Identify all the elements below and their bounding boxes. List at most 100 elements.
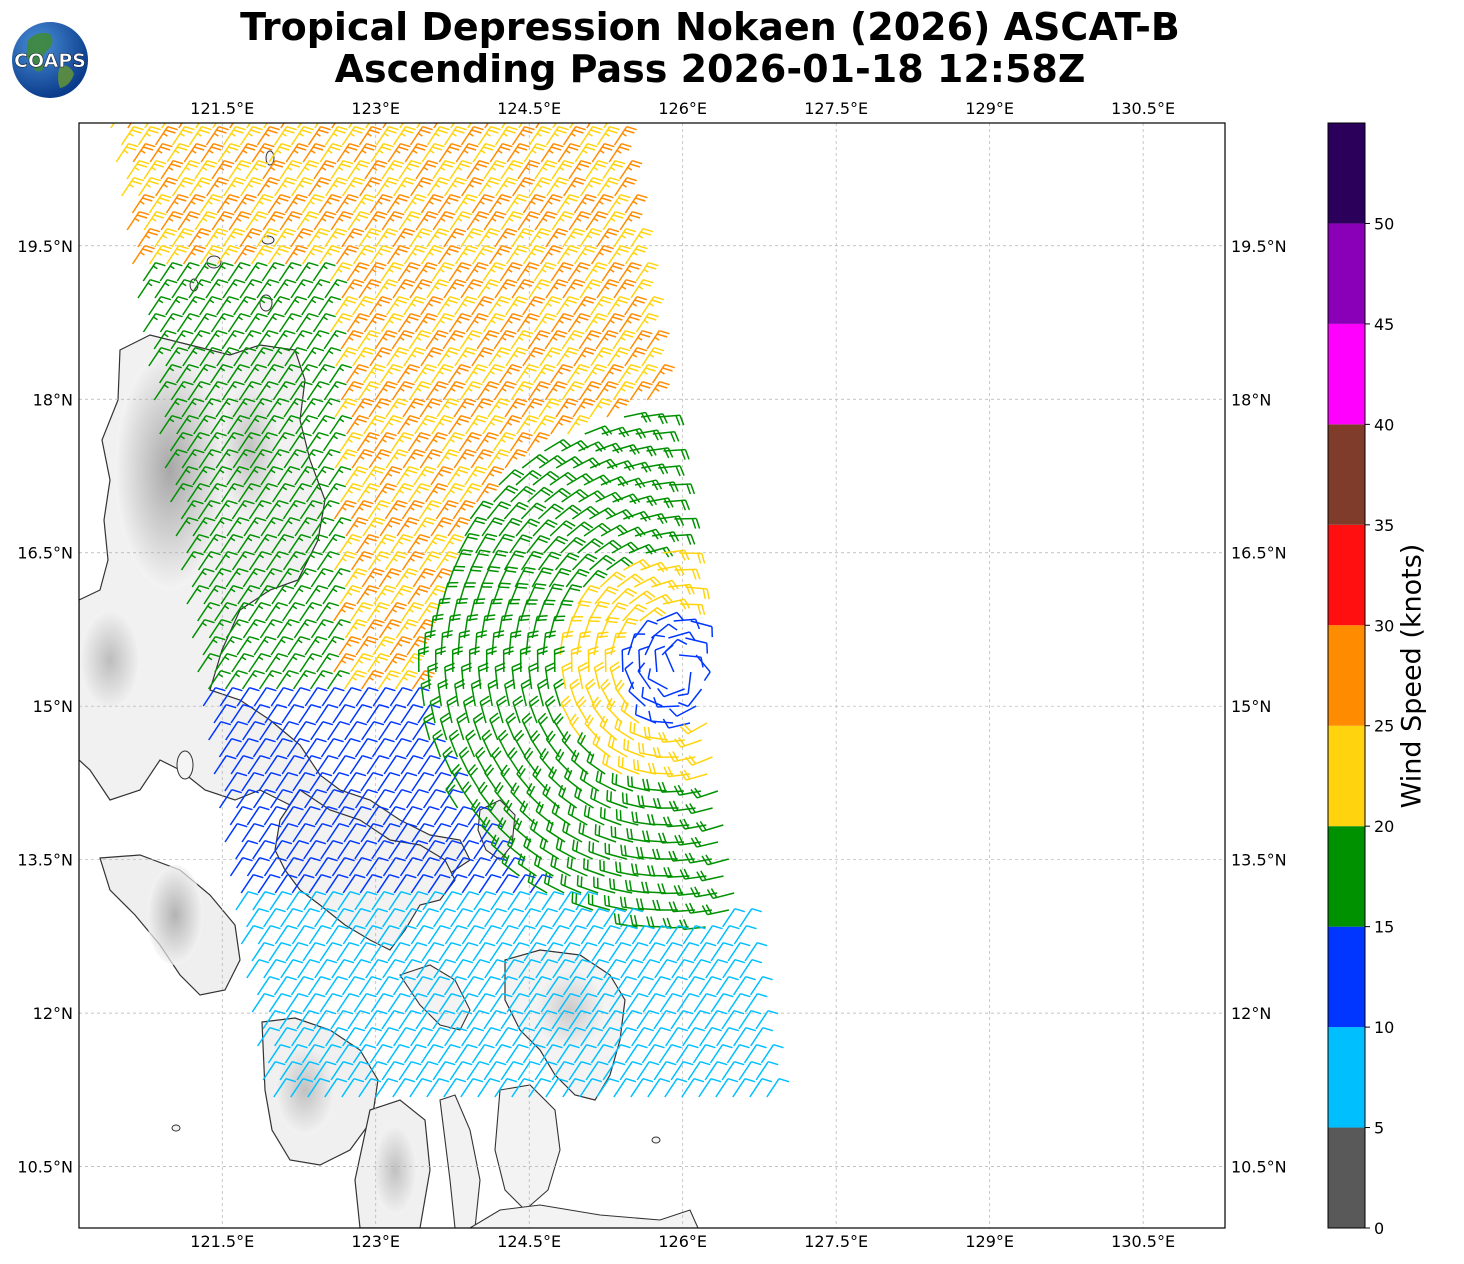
lat-tick-label-left: 13.5°N [17, 851, 73, 870]
wind-barb [597, 1026, 621, 1047]
wind-barb [399, 805, 423, 826]
wind-barb [685, 803, 713, 815]
wind-barb [511, 975, 535, 996]
wind-barb [283, 448, 307, 469]
wind-barb [154, 227, 178, 248]
wind-barb [438, 941, 462, 962]
wind-barb [628, 681, 646, 707]
wind-barb [340, 482, 364, 503]
wind-barb [512, 176, 536, 197]
wind-barb [405, 737, 429, 758]
wind-barb [251, 992, 275, 1013]
wind-barb [286, 737, 310, 758]
wind-barb [578, 329, 602, 350]
wind-barb [550, 261, 574, 282]
wind-barb [379, 516, 403, 537]
wind-barb [350, 601, 374, 622]
wind-barb [662, 816, 690, 828]
wind-barb [473, 839, 497, 860]
colorbar-label: Wind Speed (knots) [1396, 543, 1428, 809]
wind-barb [284, 346, 308, 367]
wind-barb [367, 601, 391, 622]
small-island [651, 1136, 661, 1144]
wind-barb [259, 618, 283, 639]
wind-barb [539, 295, 563, 316]
wind-barb [441, 431, 465, 452]
wind-barb [307, 975, 331, 996]
wind-barb [411, 771, 435, 792]
wind-barb [392, 1077, 416, 1098]
wind-barb [590, 346, 614, 367]
panay-terrain [275, 1045, 335, 1135]
wind-barb [328, 516, 352, 537]
wind-barb [435, 499, 459, 520]
wind-barb [396, 363, 420, 384]
wind-barb [494, 975, 518, 996]
wind-barb [418, 601, 442, 622]
wind-barb [339, 533, 363, 554]
wind-barb [421, 941, 445, 962]
wind-barb [299, 499, 323, 520]
wind-barb [267, 295, 291, 316]
wind-barb [198, 448, 222, 469]
wind-barb [639, 606, 667, 622]
wind-barb [324, 227, 348, 248]
wind-barb [210, 261, 234, 282]
wind-barb [354, 788, 378, 809]
wind-barb [450, 123, 456, 129]
wind-barb [548, 615, 566, 639]
wind-barb [443, 227, 467, 248]
wind-barb [375, 227, 399, 248]
wind-barb [584, 312, 608, 333]
wind-barb [709, 1043, 733, 1064]
wind-barb [323, 329, 347, 350]
wind-barb [738, 1060, 762, 1081]
wind-barb [227, 261, 251, 282]
wind-barb [360, 669, 384, 690]
wind-barb [574, 786, 594, 809]
wind-barb [701, 854, 729, 866]
wind-barb [203, 533, 227, 554]
wind-barb [393, 924, 417, 945]
wind-barb [523, 142, 547, 163]
wind-barb [569, 123, 575, 129]
colorbar-tick-label: 15 [1374, 918, 1394, 937]
wind-barb [298, 754, 322, 775]
wind-barb [494, 662, 506, 690]
wind-barb [230, 754, 254, 775]
wind-barb [416, 958, 440, 979]
wind-barb [370, 992, 394, 1013]
wind-barb [553, 599, 574, 622]
wind-barb [341, 278, 365, 299]
wind-barb [573, 244, 597, 265]
wind-barb [170, 380, 194, 401]
wind-barb [621, 646, 633, 673]
wind-barb [223, 176, 247, 197]
wind-barb [504, 448, 528, 469]
wind-barb [640, 413, 668, 425]
wind-barb [625, 992, 649, 1013]
wind-barb [254, 584, 278, 605]
wind-barb [297, 958, 321, 979]
wind-barb [569, 678, 581, 707]
wind-barb [526, 783, 544, 809]
wind-barb [409, 975, 433, 996]
wind-barb [552, 907, 576, 928]
wind-barb [532, 519, 558, 537]
wind-barb [573, 1043, 597, 1064]
wind-barb [627, 633, 646, 656]
wind-barb [470, 397, 494, 418]
wind-barb [385, 448, 409, 469]
wind-barb [620, 844, 644, 860]
wind-barb [585, 210, 609, 231]
wind-barb [252, 839, 276, 860]
wind-barb [572, 397, 596, 418]
wind-barb [516, 414, 540, 435]
wind-barb [492, 582, 511, 605]
wind-barb [407, 584, 431, 605]
lon-tick-label-top: 129°E [965, 99, 1014, 118]
wind-barb [537, 551, 562, 571]
wind-barb [304, 686, 328, 707]
wind-barb [590, 295, 614, 316]
